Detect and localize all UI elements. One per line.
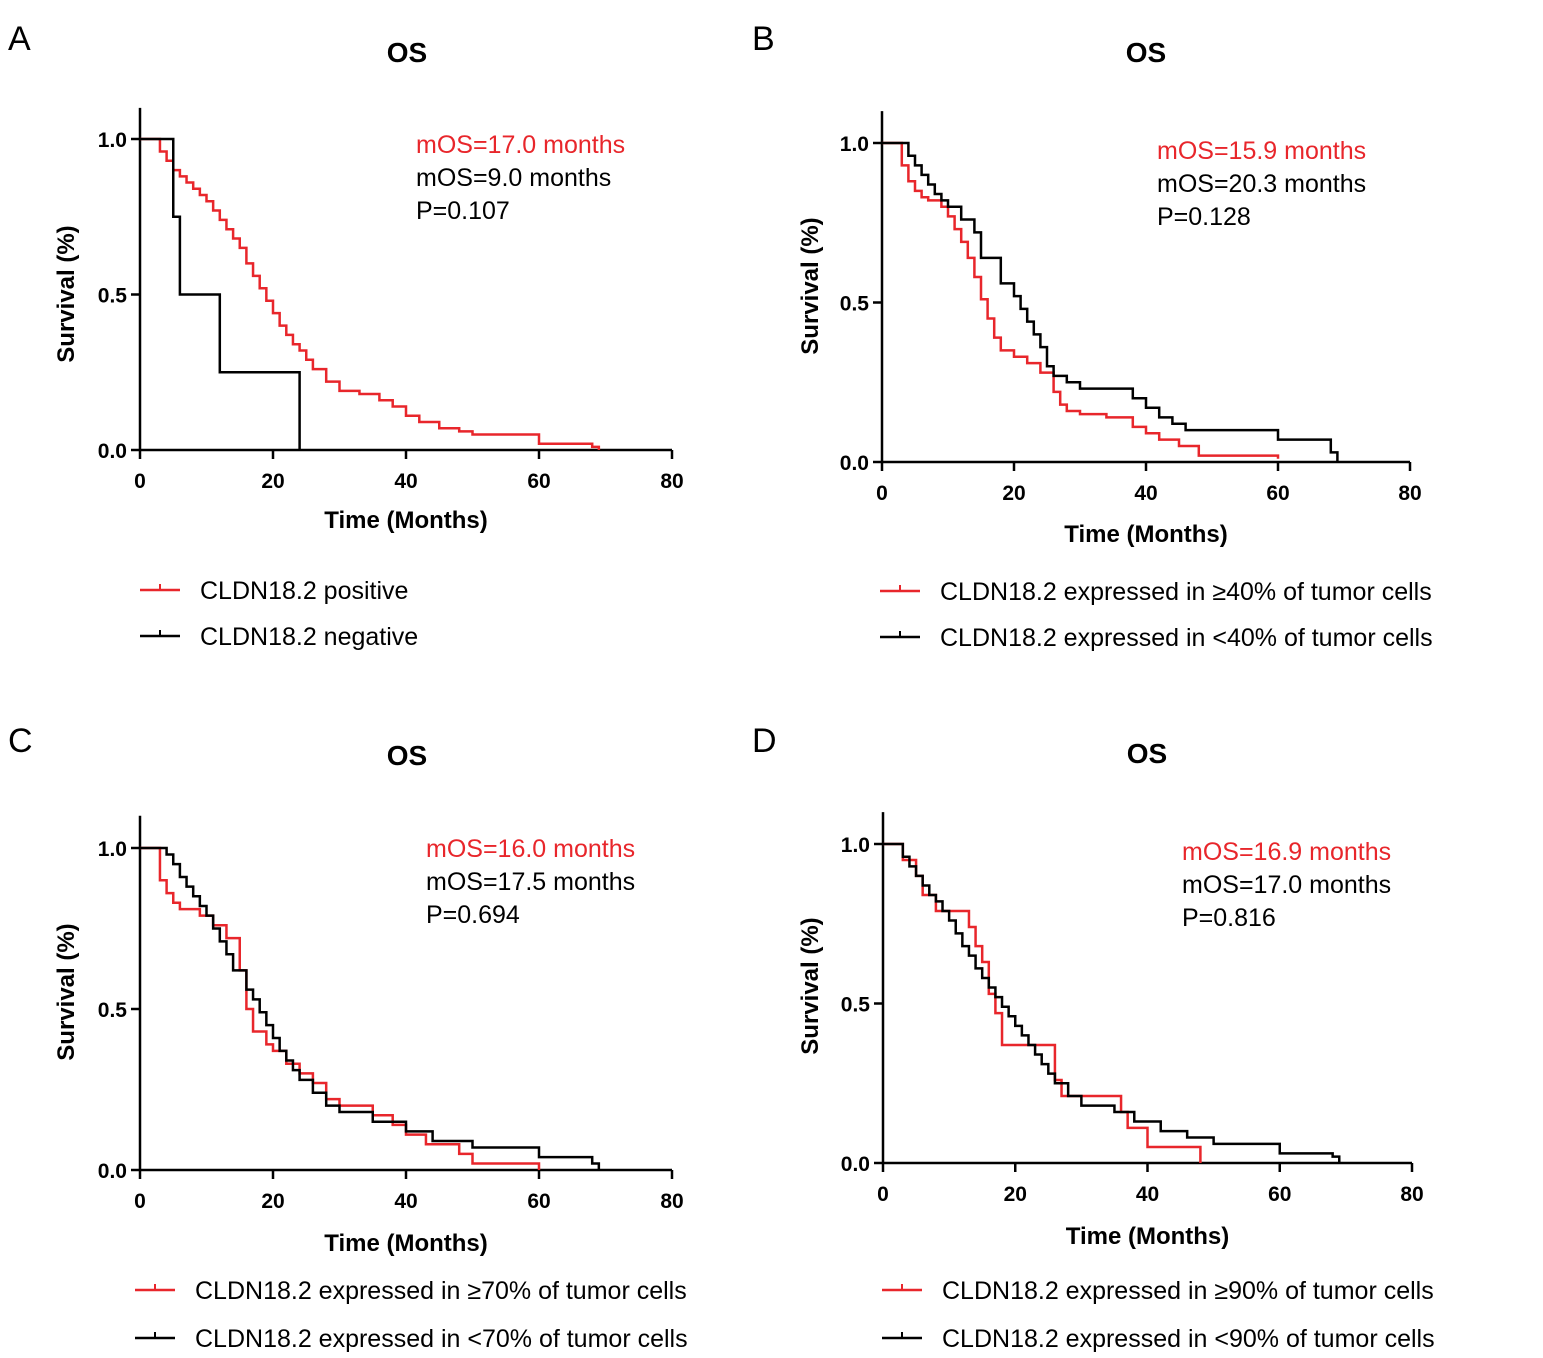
annotation-0: mOS=16.9 months xyxy=(1182,838,1391,866)
survival-curve-black xyxy=(140,137,301,450)
x-tick-label: 60 xyxy=(1268,1183,1291,1206)
x-tick-label: 80 xyxy=(660,1190,683,1213)
annotation-0: mOS=15.9 months xyxy=(1157,137,1366,165)
chart-title: OS xyxy=(387,740,427,771)
legend-label: CLDN18.2 positive xyxy=(200,577,408,605)
survival-curve-red xyxy=(883,842,1202,1163)
y-tick-label: 0.5 xyxy=(98,999,128,1022)
survival-curve-red xyxy=(140,137,601,450)
annotation-0: mOS=16.0 months xyxy=(426,835,635,863)
x-axis-label: Time (Months) xyxy=(1064,521,1228,548)
x-axis-label: Time (Months) xyxy=(324,507,488,534)
km-panel-a: A OS 0.0 0.5 1.0 0 20 40 60 80 Time (Months) Surviv… xyxy=(8,20,684,651)
legend-label: CLDN18.2 expressed in ≥90% of tumor cell… xyxy=(942,1277,1434,1305)
y-tick-label: 0.0 xyxy=(98,440,127,463)
y-tick-label: 1.0 xyxy=(98,838,127,861)
x-axis-label: Time (Months) xyxy=(324,1230,488,1257)
annotation-1: mOS=17.5 months xyxy=(426,868,635,896)
x-tick-label: 40 xyxy=(1136,1183,1159,1206)
x-tick-label: 0 xyxy=(134,1190,146,1213)
x-axis-label: Time (Months) xyxy=(1066,1223,1230,1250)
panel-letter: B xyxy=(752,20,775,58)
panel-letter: C xyxy=(8,722,33,760)
x-tick-label: 0 xyxy=(877,1183,889,1206)
annotation-1: mOS=20.3 months xyxy=(1157,170,1366,198)
x-tick-label: 0 xyxy=(876,482,888,505)
y-tick-label: 1.0 xyxy=(840,133,869,156)
x-tick-label: 80 xyxy=(1400,1183,1423,1206)
annotation-1: mOS=9.0 months xyxy=(416,164,611,192)
y-tick-label: 0.0 xyxy=(98,1160,127,1183)
survival-curve-black xyxy=(882,141,1339,462)
legend-label: CLDN18.2 expressed in <90% of tumor cell… xyxy=(942,1325,1435,1353)
legend-label: CLDN18.2 negative xyxy=(200,623,418,651)
survival-curve-red xyxy=(882,141,1280,459)
y-tick-label: 0.5 xyxy=(98,285,128,308)
x-tick-label: 40 xyxy=(394,470,417,493)
y-tick-label: 0.5 xyxy=(840,293,870,316)
legend-label: CLDN18.2 expressed in ≥70% of tumor cell… xyxy=(195,1277,687,1305)
survival-curve-black xyxy=(883,842,1341,1163)
x-tick-label: 80 xyxy=(1398,482,1421,505)
x-tick-label: 60 xyxy=(527,1190,550,1213)
legend-label: CLDN18.2 expressed in <40% of tumor cell… xyxy=(940,624,1433,652)
y-axis-label: Survival (%) xyxy=(797,917,824,1054)
survival-curve-black xyxy=(140,846,601,1170)
x-tick-label: 80 xyxy=(660,470,683,493)
y-tick-label: 1.0 xyxy=(841,834,870,857)
y-tick-label: 0.0 xyxy=(841,1153,870,1176)
y-tick-label: 0.0 xyxy=(840,452,869,475)
panel-letter: D xyxy=(752,722,777,760)
x-tick-label: 40 xyxy=(1134,482,1157,505)
chart-title: OS xyxy=(1127,738,1167,769)
x-tick-label: 20 xyxy=(261,1190,284,1213)
x-tick-label: 40 xyxy=(394,1190,417,1213)
km-panel-b: B OS 0.0 0.5 1.0 0 20 40 60 80 Time (Months) Surviv… xyxy=(752,20,1433,652)
y-axis-label: Survival (%) xyxy=(53,225,80,362)
y-tick-label: 0.5 xyxy=(841,994,871,1017)
x-tick-label: 20 xyxy=(1004,1183,1027,1206)
chart-title: OS xyxy=(387,37,427,68)
annotation-2: P=0.694 xyxy=(426,901,520,929)
chart-title: OS xyxy=(1126,37,1166,68)
annotation-2: P=0.107 xyxy=(416,197,510,225)
x-tick-label: 60 xyxy=(1266,482,1289,505)
annotation-2: P=0.816 xyxy=(1182,904,1276,932)
x-tick-label: 20 xyxy=(1002,482,1025,505)
y-tick-label: 1.0 xyxy=(98,129,127,152)
legend-label: CLDN18.2 expressed in <70% of tumor cell… xyxy=(195,1325,688,1353)
km-panel-c: C OS 0.0 0.5 1.0 0 20 40 60 80 Time (Months) Surviv… xyxy=(8,722,688,1353)
x-tick-label: 60 xyxy=(527,470,550,493)
panel-letter: A xyxy=(8,20,31,58)
legend-label: CLDN18.2 expressed in ≥40% of tumor cell… xyxy=(940,578,1432,606)
km-panel-d: D OS 0.0 0.5 1.0 0 20 40 60 80 Time (Months) Surviv… xyxy=(752,722,1435,1353)
annotation-2: P=0.128 xyxy=(1157,203,1251,231)
y-axis-label: Survival (%) xyxy=(797,217,824,354)
survival-curve-red xyxy=(140,846,541,1170)
y-axis-label: Survival (%) xyxy=(53,923,80,1060)
x-tick-label: 0 xyxy=(134,470,146,493)
annotation-1: mOS=17.0 months xyxy=(1182,871,1391,899)
annotation-0: mOS=17.0 months xyxy=(416,131,625,159)
x-tick-label: 20 xyxy=(261,470,284,493)
